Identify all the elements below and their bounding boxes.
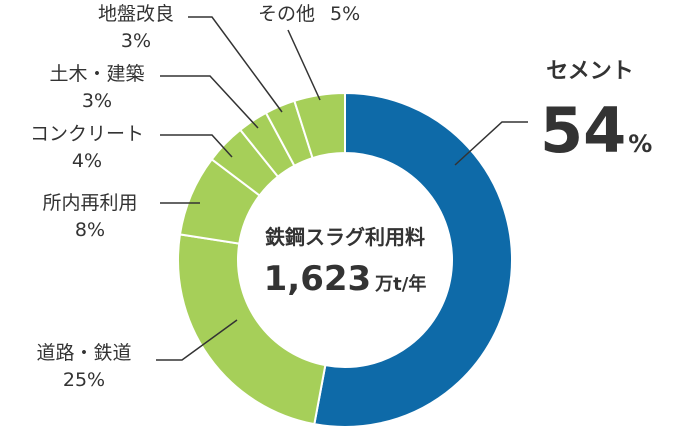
center-label: 鉄鋼スラグ利用料 [265, 225, 425, 249]
slice-percent-other: 5% [330, 3, 360, 25]
slice-percent-cement-unit: % [628, 130, 652, 158]
leader-lines [156, 16, 528, 361]
slice-label-ground-improvement: 地盤改良 [98, 3, 174, 25]
slice-label-other: その他 [258, 3, 315, 25]
slice-percent-civil-construction: 3% [82, 90, 112, 112]
donut-slice-cement [313, 91, 513, 428]
center-unit: 万t/年 [374, 273, 426, 295]
leader-line-civil-construction [160, 75, 259, 129]
leader-line-cement [454, 121, 528, 166]
leader-line-ground-improvement [188, 16, 283, 113]
slice-percent-ground-improvement: 3% [121, 30, 151, 52]
slice-label-cement: セメント [546, 59, 634, 84]
donut-slices [177, 91, 513, 428]
slice-percent-cement: 54% [540, 94, 652, 167]
leader-line-concrete [160, 134, 233, 158]
slice-percent-concrete: 4% [72, 150, 102, 172]
slice-label-concrete: コンクリート [30, 123, 144, 145]
slice-percent-cement-value: 54 [540, 94, 626, 167]
leader-line-other [287, 29, 321, 101]
slice-label-civil-construction: 土木・建築 [49, 63, 144, 85]
slice-percent-inhouse-reuse: 8% [75, 219, 105, 241]
donut-slice-other [293, 91, 346, 160]
center-value: 1,623 [264, 259, 372, 299]
slice-label-inhouse-reuse: 所内再利用 [42, 192, 137, 214]
leader-line-road-rail [156, 319, 238, 361]
slice-percent-road-rail: 25% [63, 369, 105, 391]
slice-label-road-rail: 道路・鉄道 [36, 342, 131, 364]
center-total: 1,623 万t/年 [264, 259, 427, 299]
